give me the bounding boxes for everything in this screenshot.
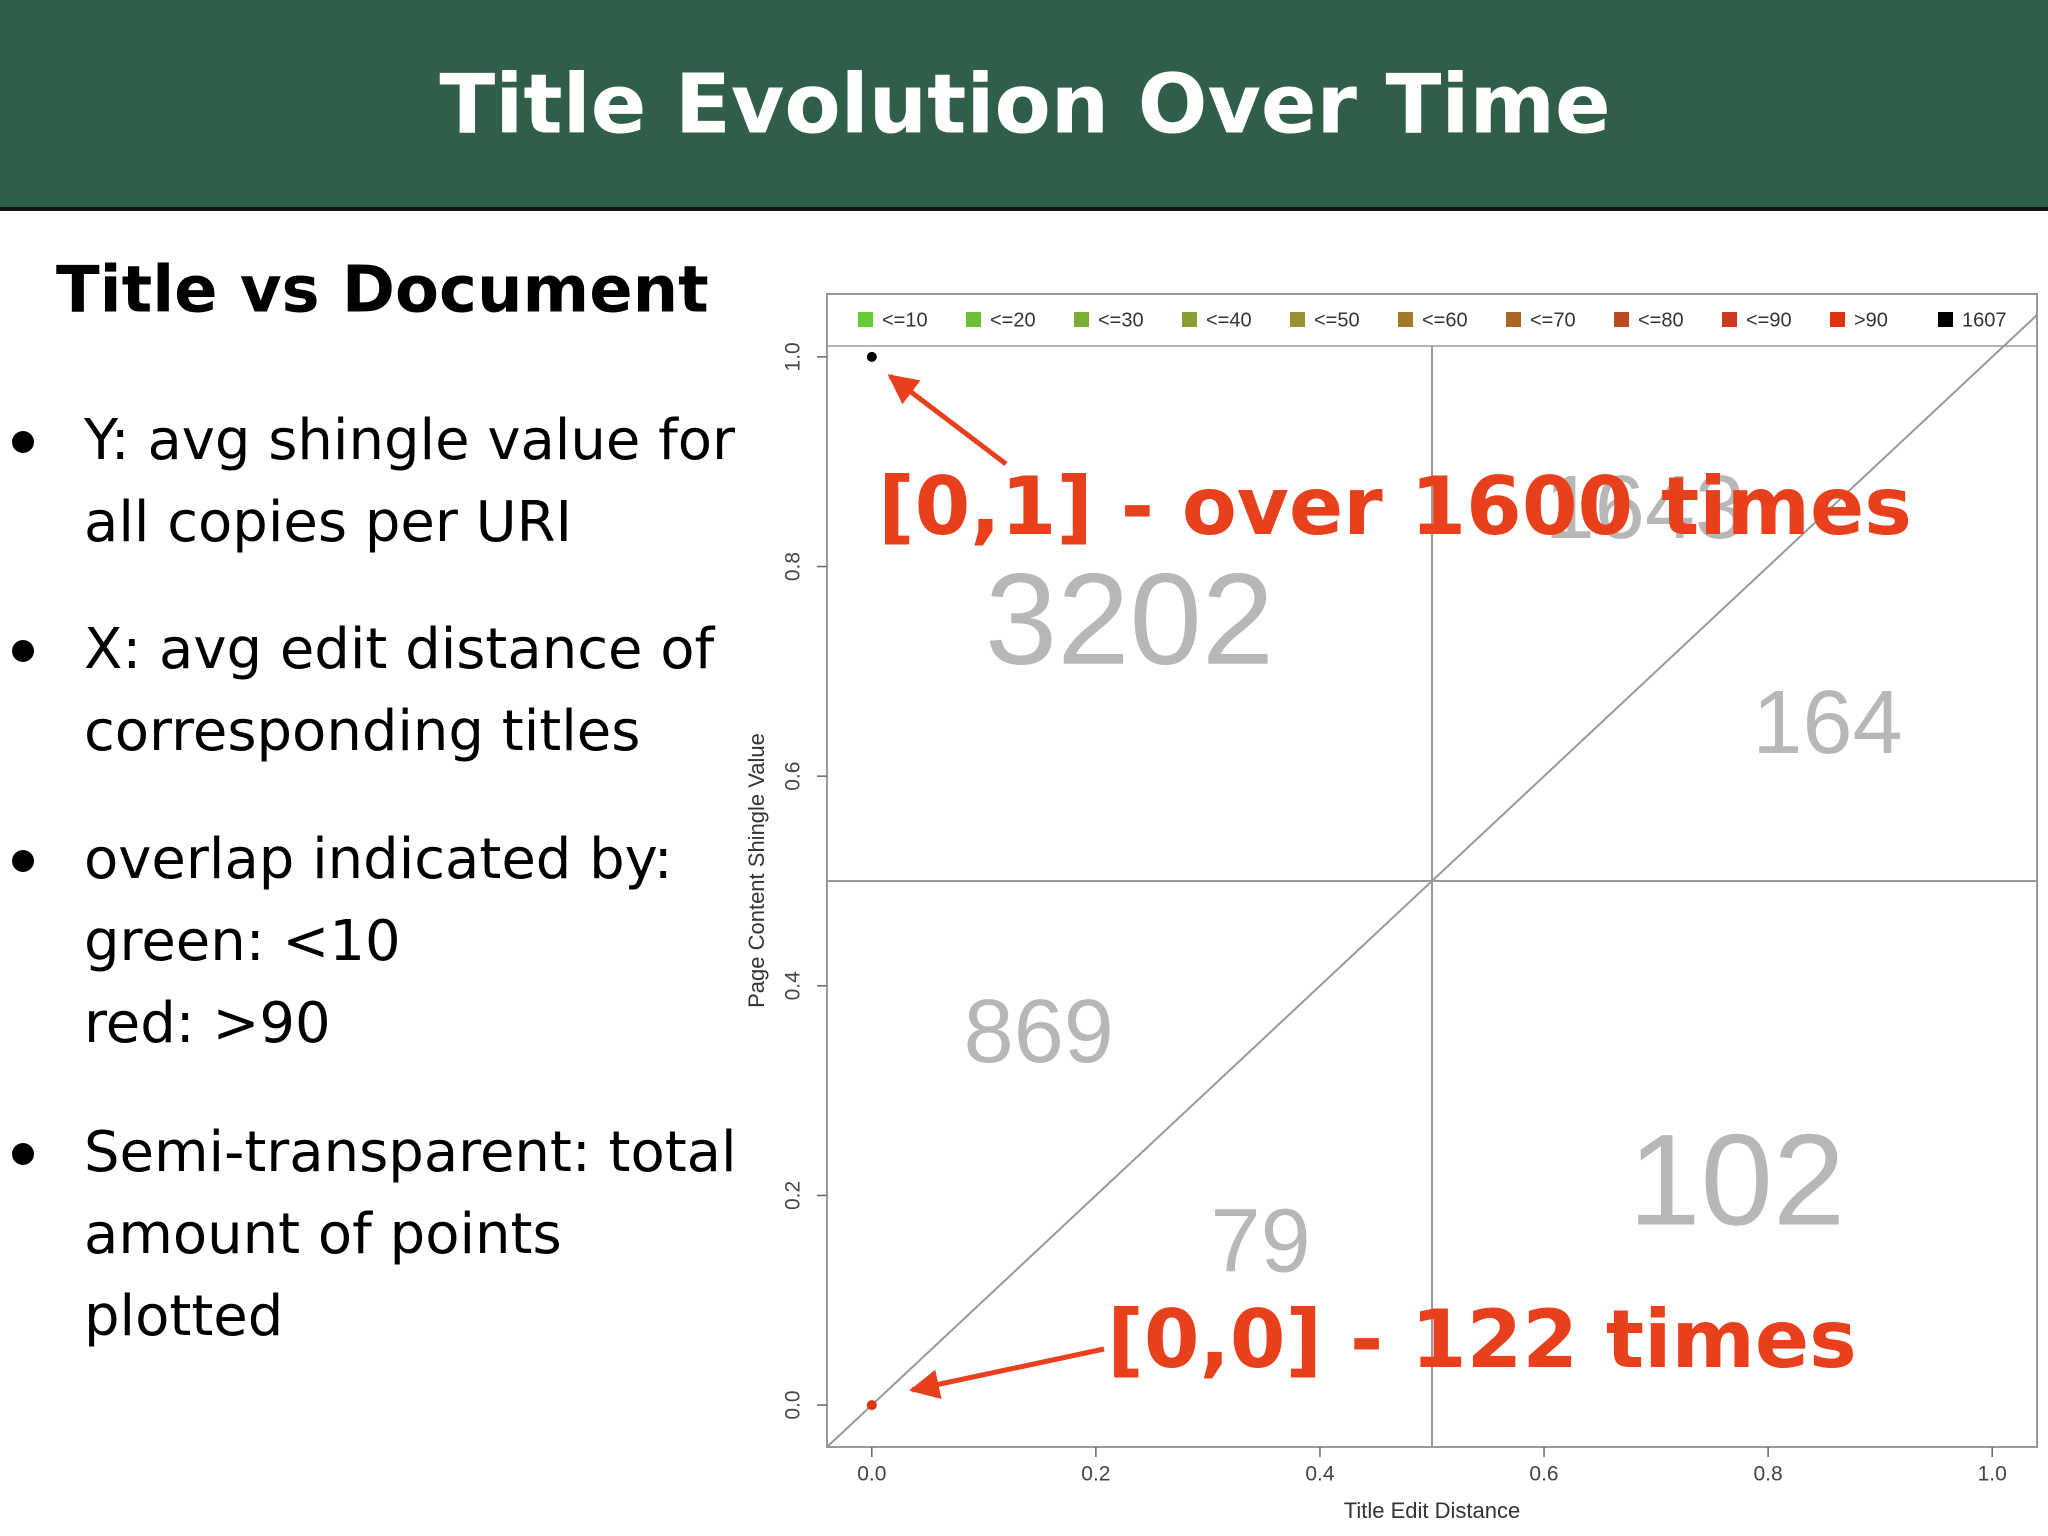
- quadrant-count: 164: [1752, 673, 1902, 773]
- x-tick-label: 0.0: [857, 1463, 886, 1486]
- x-tick-label: 0.2: [1081, 1463, 1110, 1486]
- bullet-text: all copies per URI: [84, 490, 572, 555]
- legend-label: <=90: [1746, 309, 1792, 331]
- y-tick-label: 1.0: [782, 342, 805, 371]
- legend-label: <=50: [1314, 309, 1360, 331]
- annotation: [0,0] - 122 times: [1107, 1293, 1857, 1386]
- legend-swatch: [1722, 312, 1737, 327]
- legend-swatch: [1614, 312, 1629, 327]
- y-axis-label: Page Content Shingle Value: [744, 733, 769, 1008]
- quadrant-count: 869: [964, 982, 1114, 1082]
- bullet-text: green: <10: [84, 909, 401, 974]
- point: [866, 351, 877, 362]
- legend-swatch: [1506, 312, 1521, 327]
- legend-swatch: [1074, 312, 1089, 327]
- legend-label: >90: [1854, 309, 1888, 331]
- x-axis-label: Title Edit Distance: [1344, 1498, 1520, 1523]
- slide-title: Title Evolution Over Time: [439, 57, 1610, 152]
- legend-label: <=80: [1638, 309, 1684, 331]
- legend-label: <=70: [1530, 309, 1576, 331]
- legend-label: <=60: [1422, 309, 1468, 331]
- bullet-dot: [12, 1143, 34, 1165]
- diagonal: [826, 314, 2038, 1448]
- legend-label: <=10: [882, 309, 928, 331]
- y-tick-label: 0.4: [782, 971, 805, 1001]
- header-rule: [0, 207, 2048, 211]
- legend-label: <=30: [1098, 309, 1144, 331]
- legend-swatch: [1938, 312, 1953, 327]
- x-tick-label: 0.4: [1305, 1463, 1335, 1486]
- bullet-dot: [12, 850, 34, 872]
- y-tick-label: 0.0: [782, 1390, 805, 1419]
- subtitle: Title vs Document: [56, 254, 709, 328]
- bullet-text: Y: avg shingle value for: [83, 408, 736, 473]
- point: [866, 1400, 877, 1411]
- quadrant-count: 1643: [1545, 458, 1745, 558]
- bullet-text: amount of points: [84, 1202, 562, 1267]
- legend-swatch: [1182, 312, 1197, 327]
- chart: 0.0 0.2 0.4 0.6 0.8 1.0 0.0 0.2 0.4 0.6 0.8 1.0 Titl…: [744, 309, 2038, 1523]
- x-tick-label: 1.0: [1978, 1463, 2007, 1486]
- quadrant-count: 3202: [985, 546, 1274, 692]
- quadrant-count: 102: [1628, 1107, 1845, 1253]
- legend-label: <=20: [990, 309, 1036, 331]
- bullet-text: Semi-transparent: total: [84, 1120, 737, 1185]
- legend-label: <=40: [1206, 309, 1252, 331]
- bullet-text: overlap indicated by:: [84, 827, 673, 892]
- bullet-text: red: >90: [84, 991, 331, 1056]
- bullet-text: X: avg edit distance of: [84, 617, 716, 682]
- legend-swatch: [858, 312, 873, 327]
- arrow: [909, 1346, 1105, 1400]
- y-tick-label: 0.8: [782, 552, 805, 581]
- quadrant-count: 79: [1211, 1192, 1311, 1292]
- bullet-list: Y: avg shingle value for all copies per U…: [12, 408, 737, 1349]
- bullet-text: plotted: [84, 1284, 283, 1349]
- arrow: [887, 374, 1008, 466]
- legend-swatch: [966, 312, 981, 327]
- x-tick-label: 0.8: [1754, 1463, 1783, 1486]
- y-tick-label: 0.6: [782, 762, 805, 791]
- legend-swatch: [1290, 312, 1305, 327]
- y-tick-label: 0.2: [782, 1181, 805, 1210]
- legend-label: 1607: [1962, 309, 2007, 331]
- bullet-text: corresponding titles: [84, 699, 640, 764]
- legend-swatch: [1830, 312, 1845, 327]
- bullet-dot: [12, 640, 34, 662]
- bullet-dot: [12, 431, 34, 453]
- header-bar: [0, 0, 2048, 209]
- legend-swatch: [1398, 312, 1413, 327]
- x-tick-label: 0.6: [1529, 1463, 1558, 1486]
- annotation: [0,1] - over 1600 times: [878, 460, 1912, 553]
